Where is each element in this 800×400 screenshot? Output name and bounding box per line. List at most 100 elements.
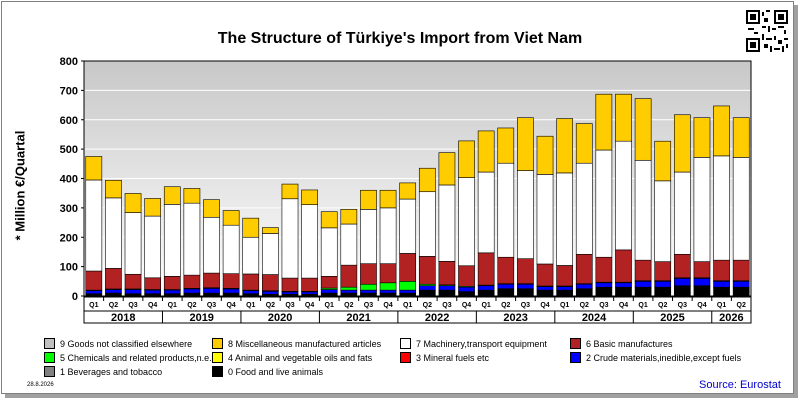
bar-segment (340, 289, 358, 294)
bar-segment (399, 182, 417, 200)
x-tick-label: Q3 (285, 302, 294, 309)
legend-item: 2 Crude materials,inedible,except fuels (570, 352, 741, 363)
x-tick-label: Q2 (344, 302, 353, 309)
bar-segment (615, 93, 632, 142)
bar-segment (124, 212, 142, 275)
bar-segment (536, 135, 554, 175)
bar-segment (320, 211, 338, 229)
bar-segment (222, 210, 240, 226)
bars (85, 93, 750, 297)
bar-segment (222, 288, 240, 294)
bar-segment (713, 286, 730, 297)
bar-segment (517, 288, 534, 297)
x-tick-label: Q1 (717, 302, 726, 309)
x-tick-label: Q1 (481, 302, 490, 309)
bar-segment (85, 270, 103, 291)
bar-segment (379, 263, 397, 284)
bar-segment (673, 114, 691, 173)
year-label: 2024 (582, 312, 607, 324)
legend-label: 6 Basic manufactures (586, 338, 673, 349)
bar-segment (301, 189, 318, 205)
bar-segment (536, 174, 554, 265)
bar-segment (615, 140, 632, 251)
bar-segment (477, 130, 495, 173)
x-tick-label: Q2 (187, 302, 196, 309)
year-label: 2018 (111, 312, 135, 324)
bar-segment (438, 184, 456, 262)
bar-segment (634, 159, 652, 261)
x-tick-label: Q1 (89, 302, 98, 309)
bar-segment (517, 258, 534, 284)
bar-segment (222, 224, 240, 274)
bar-segment (654, 261, 672, 282)
x-tick-label: Q1 (560, 302, 569, 309)
bar-segment (163, 289, 181, 294)
plot-border (83, 60, 752, 297)
y-tick-label: 800 (60, 56, 78, 68)
bar-segment (262, 274, 279, 292)
bar-segment (673, 285, 691, 297)
bar-segment (105, 289, 122, 294)
legend-item: 4 Animal and vegetable oils and fats (212, 352, 372, 363)
bar-segment (517, 170, 534, 259)
bar-segment (144, 215, 162, 279)
legend-swatch (400, 338, 411, 349)
bar-segment (713, 155, 730, 261)
legend-swatch (570, 338, 581, 349)
legend-item: 6 Basic manufactures (570, 338, 673, 349)
bar-segment (360, 289, 377, 294)
bar-segment (124, 193, 142, 213)
bar-segment (281, 291, 299, 295)
bar-segment (713, 259, 730, 282)
bar-segment (458, 140, 475, 178)
legend-item: 7 Machinery,transport equipment (400, 338, 547, 349)
bar-segment (732, 117, 750, 158)
bar-segment (615, 282, 632, 288)
bar-segment (497, 288, 515, 297)
bar-segment (105, 268, 122, 290)
bar-segment (536, 286, 554, 291)
bar-segment (713, 281, 730, 288)
bar-segment (556, 289, 573, 297)
bar-segment (595, 149, 613, 258)
legend-label: 9 Goods not classified elsewhere (60, 338, 193, 349)
bar-segment (379, 189, 397, 209)
bar-segment (556, 172, 573, 266)
bar-segment (379, 207, 397, 264)
legend-label: 4 Animal and vegetable oils and fats (228, 352, 373, 363)
legend-swatch (44, 352, 55, 363)
bar-segment (693, 261, 711, 279)
bar-segment (673, 253, 691, 279)
bar-segment (634, 286, 652, 297)
bar-segment (183, 188, 201, 204)
bar-segment (438, 289, 456, 297)
bar-segment (575, 162, 593, 255)
x-tick-label: Q3 (128, 302, 137, 309)
bar-segment (163, 186, 181, 205)
bar-segment (320, 289, 338, 294)
bar-segment (536, 263, 554, 287)
x-tick-label: Q1 (246, 302, 255, 309)
x-tick-label: Q3 (207, 302, 216, 309)
bar-segment (673, 171, 691, 255)
bar-segment (418, 191, 436, 257)
year-label: 2026 (719, 312, 743, 324)
bar-segment (693, 285, 711, 297)
bar-segment (575, 123, 593, 164)
bar-segment (183, 274, 201, 289)
bar-segment (418, 167, 436, 193)
legend-swatch (212, 366, 223, 377)
x-tick-label: Q3 (364, 302, 373, 309)
bar-segment (281, 277, 299, 292)
legend-swatch (400, 352, 411, 363)
x-tick-label: Q1 (168, 302, 177, 309)
bar-segment (85, 156, 103, 181)
bar-segment (222, 273, 240, 289)
bar-segment (399, 281, 417, 291)
bar-segment (262, 290, 279, 295)
bar-segment (732, 281, 750, 288)
bar-segment (340, 264, 358, 288)
y-tick-label: 600 (60, 115, 78, 127)
legend-item: 5 Chemicals and related products,n.e.s. (44, 352, 219, 363)
bar-segment (595, 282, 613, 288)
